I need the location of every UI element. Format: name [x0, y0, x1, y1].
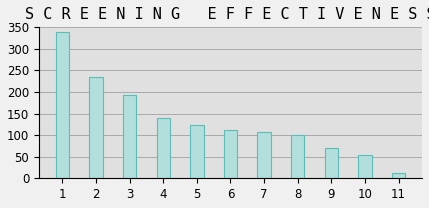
Bar: [89, 77, 103, 178]
Bar: [325, 148, 338, 178]
Bar: [291, 135, 305, 178]
Bar: [123, 95, 136, 178]
Bar: [56, 32, 69, 178]
Bar: [157, 118, 170, 178]
Bar: [224, 130, 237, 178]
Bar: [190, 125, 204, 178]
Title: S C R E E N I N G   E F F E C T I V E N E S S: S C R E E N I N G E F F E C T I V E N E …: [25, 7, 429, 22]
Bar: [257, 132, 271, 178]
Bar: [358, 155, 372, 178]
Bar: [392, 173, 405, 178]
